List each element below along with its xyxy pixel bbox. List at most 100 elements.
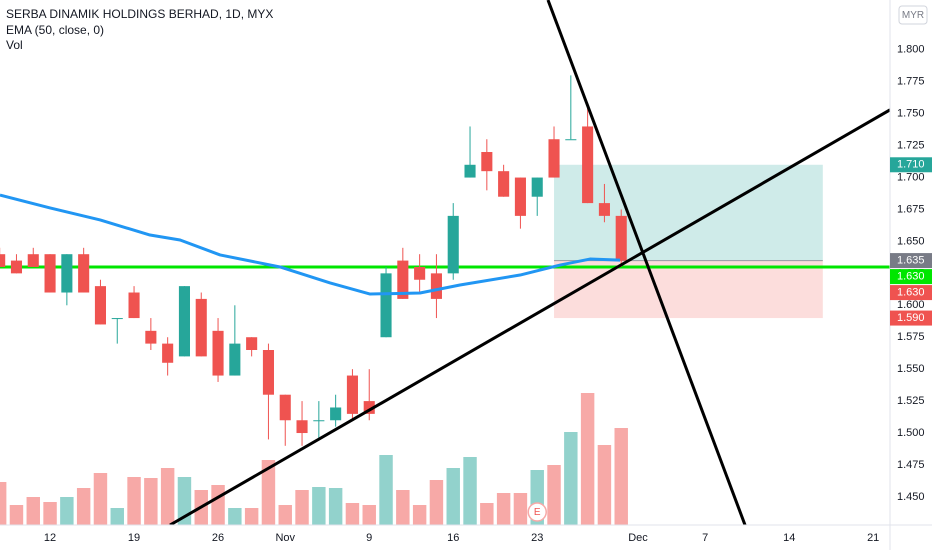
candle-body <box>363 401 375 414</box>
axes: 1.4501.4751.5001.5251.5501.5751.6001.625… <box>44 44 925 544</box>
volume-bar <box>110 508 124 525</box>
y-tick-label: 1.575 <box>897 331 925 343</box>
candle-body <box>565 139 577 141</box>
x-tick-label: 9 <box>366 532 372 544</box>
price-label-bg <box>890 285 932 301</box>
candle-body <box>531 177 543 197</box>
candle-body <box>548 139 560 178</box>
candle-body <box>246 337 258 350</box>
y-tick-label: 1.550 <box>897 363 925 375</box>
candle-body <box>128 292 140 319</box>
price-label: 1.710 <box>897 159 925 171</box>
price-label: 1.630 <box>897 286 925 298</box>
candle-body <box>10 260 23 274</box>
volume-bar <box>295 490 309 525</box>
volume-bar <box>244 508 259 525</box>
candle-body <box>481 152 493 172</box>
price-label-bg <box>890 310 932 326</box>
volume-bar <box>144 478 158 525</box>
plot-area <box>0 0 890 525</box>
candle-body <box>94 286 107 325</box>
candle-body <box>380 273 392 338</box>
candle-body <box>397 260 409 299</box>
indicator-label: EMA (50, close, 0) <box>6 23 104 37</box>
ema-line <box>0 193 621 296</box>
candle-body <box>414 266 426 280</box>
y-tick-label: 1.475 <box>897 459 925 471</box>
volume-bar <box>513 493 528 525</box>
candle-body <box>279 394 291 421</box>
volume-bar <box>60 497 74 525</box>
volume-bar <box>547 465 561 525</box>
y-tick-label: 1.525 <box>897 395 925 407</box>
volume-bar <box>127 477 141 525</box>
volume-bar <box>463 457 477 525</box>
candle-body <box>0 254 6 267</box>
indicator-label: Vol <box>6 38 23 52</box>
price-label: 1.630 <box>897 270 925 282</box>
volume-bar <box>328 488 343 525</box>
candle-body <box>598 203 610 216</box>
price-label: 1.590 <box>897 312 925 324</box>
price-label-bg <box>890 269 932 285</box>
candle-body <box>229 343 241 376</box>
candle-body <box>447 215 459 274</box>
price-label: 1.635 <box>897 254 925 266</box>
y-tick-label: 1.675 <box>897 203 925 215</box>
volume-bar <box>0 482 7 525</box>
candle-body <box>27 254 39 267</box>
x-tick-label: 23 <box>531 532 543 544</box>
volume-bar <box>278 505 292 525</box>
volume-bar <box>597 445 612 525</box>
currency-label[interactable]: MYR <box>902 10 924 21</box>
volume-bar <box>362 505 376 525</box>
candle-body <box>262 350 274 395</box>
volume-bar <box>446 468 460 525</box>
x-tick-label: 12 <box>44 532 56 544</box>
candle-body <box>212 330 224 376</box>
candle-body <box>313 420 325 422</box>
volume-bar <box>496 493 511 525</box>
x-tick-label: 7 <box>702 532 708 544</box>
volume-bar <box>396 490 410 525</box>
candle-body <box>78 254 90 293</box>
volume-bar <box>429 480 444 525</box>
volume-bar <box>76 488 91 525</box>
trend-line <box>169 108 890 525</box>
candle-body <box>615 215 627 261</box>
x-tick-label: 26 <box>212 532 224 544</box>
candle-body <box>162 343 174 363</box>
volume-bar <box>564 432 578 525</box>
candle-body <box>178 286 190 357</box>
candle-body <box>111 318 123 320</box>
volume-bar <box>228 508 242 525</box>
candle-body <box>145 330 157 344</box>
volume-bar <box>614 428 628 525</box>
volume-bar <box>379 455 393 525</box>
x-tick-label: 19 <box>128 532 140 544</box>
currency-box[interactable] <box>898 5 928 25</box>
price-label-bg <box>890 157 932 173</box>
chart-title: SERBA DINAMIK HOLDINGS BERHAD, 1D, MYX <box>6 7 273 21</box>
candle-body <box>61 254 73 293</box>
x-tick-label: 21 <box>867 532 879 544</box>
candle-body <box>44 254 56 293</box>
candle-body <box>582 126 594 204</box>
volume-bar <box>177 477 192 525</box>
y-tick-label: 1.775 <box>897 76 925 88</box>
volume-bar <box>93 473 108 525</box>
volume-bar <box>312 487 326 525</box>
volume-bar <box>9 505 24 525</box>
x-tick-label: 16 <box>447 532 459 544</box>
position-stop-zone <box>554 260 823 319</box>
trend-line <box>546 0 747 525</box>
earnings-marker <box>527 502 547 522</box>
volume-bar <box>261 460 276 525</box>
candle-body <box>296 420 308 434</box>
candle-body <box>330 407 342 421</box>
candle-body <box>514 177 526 216</box>
y-tick-label: 1.650 <box>897 235 925 247</box>
y-tick-label: 1.725 <box>897 140 925 152</box>
candle-body <box>346 375 358 414</box>
y-tick-label: 1.750 <box>897 108 925 120</box>
